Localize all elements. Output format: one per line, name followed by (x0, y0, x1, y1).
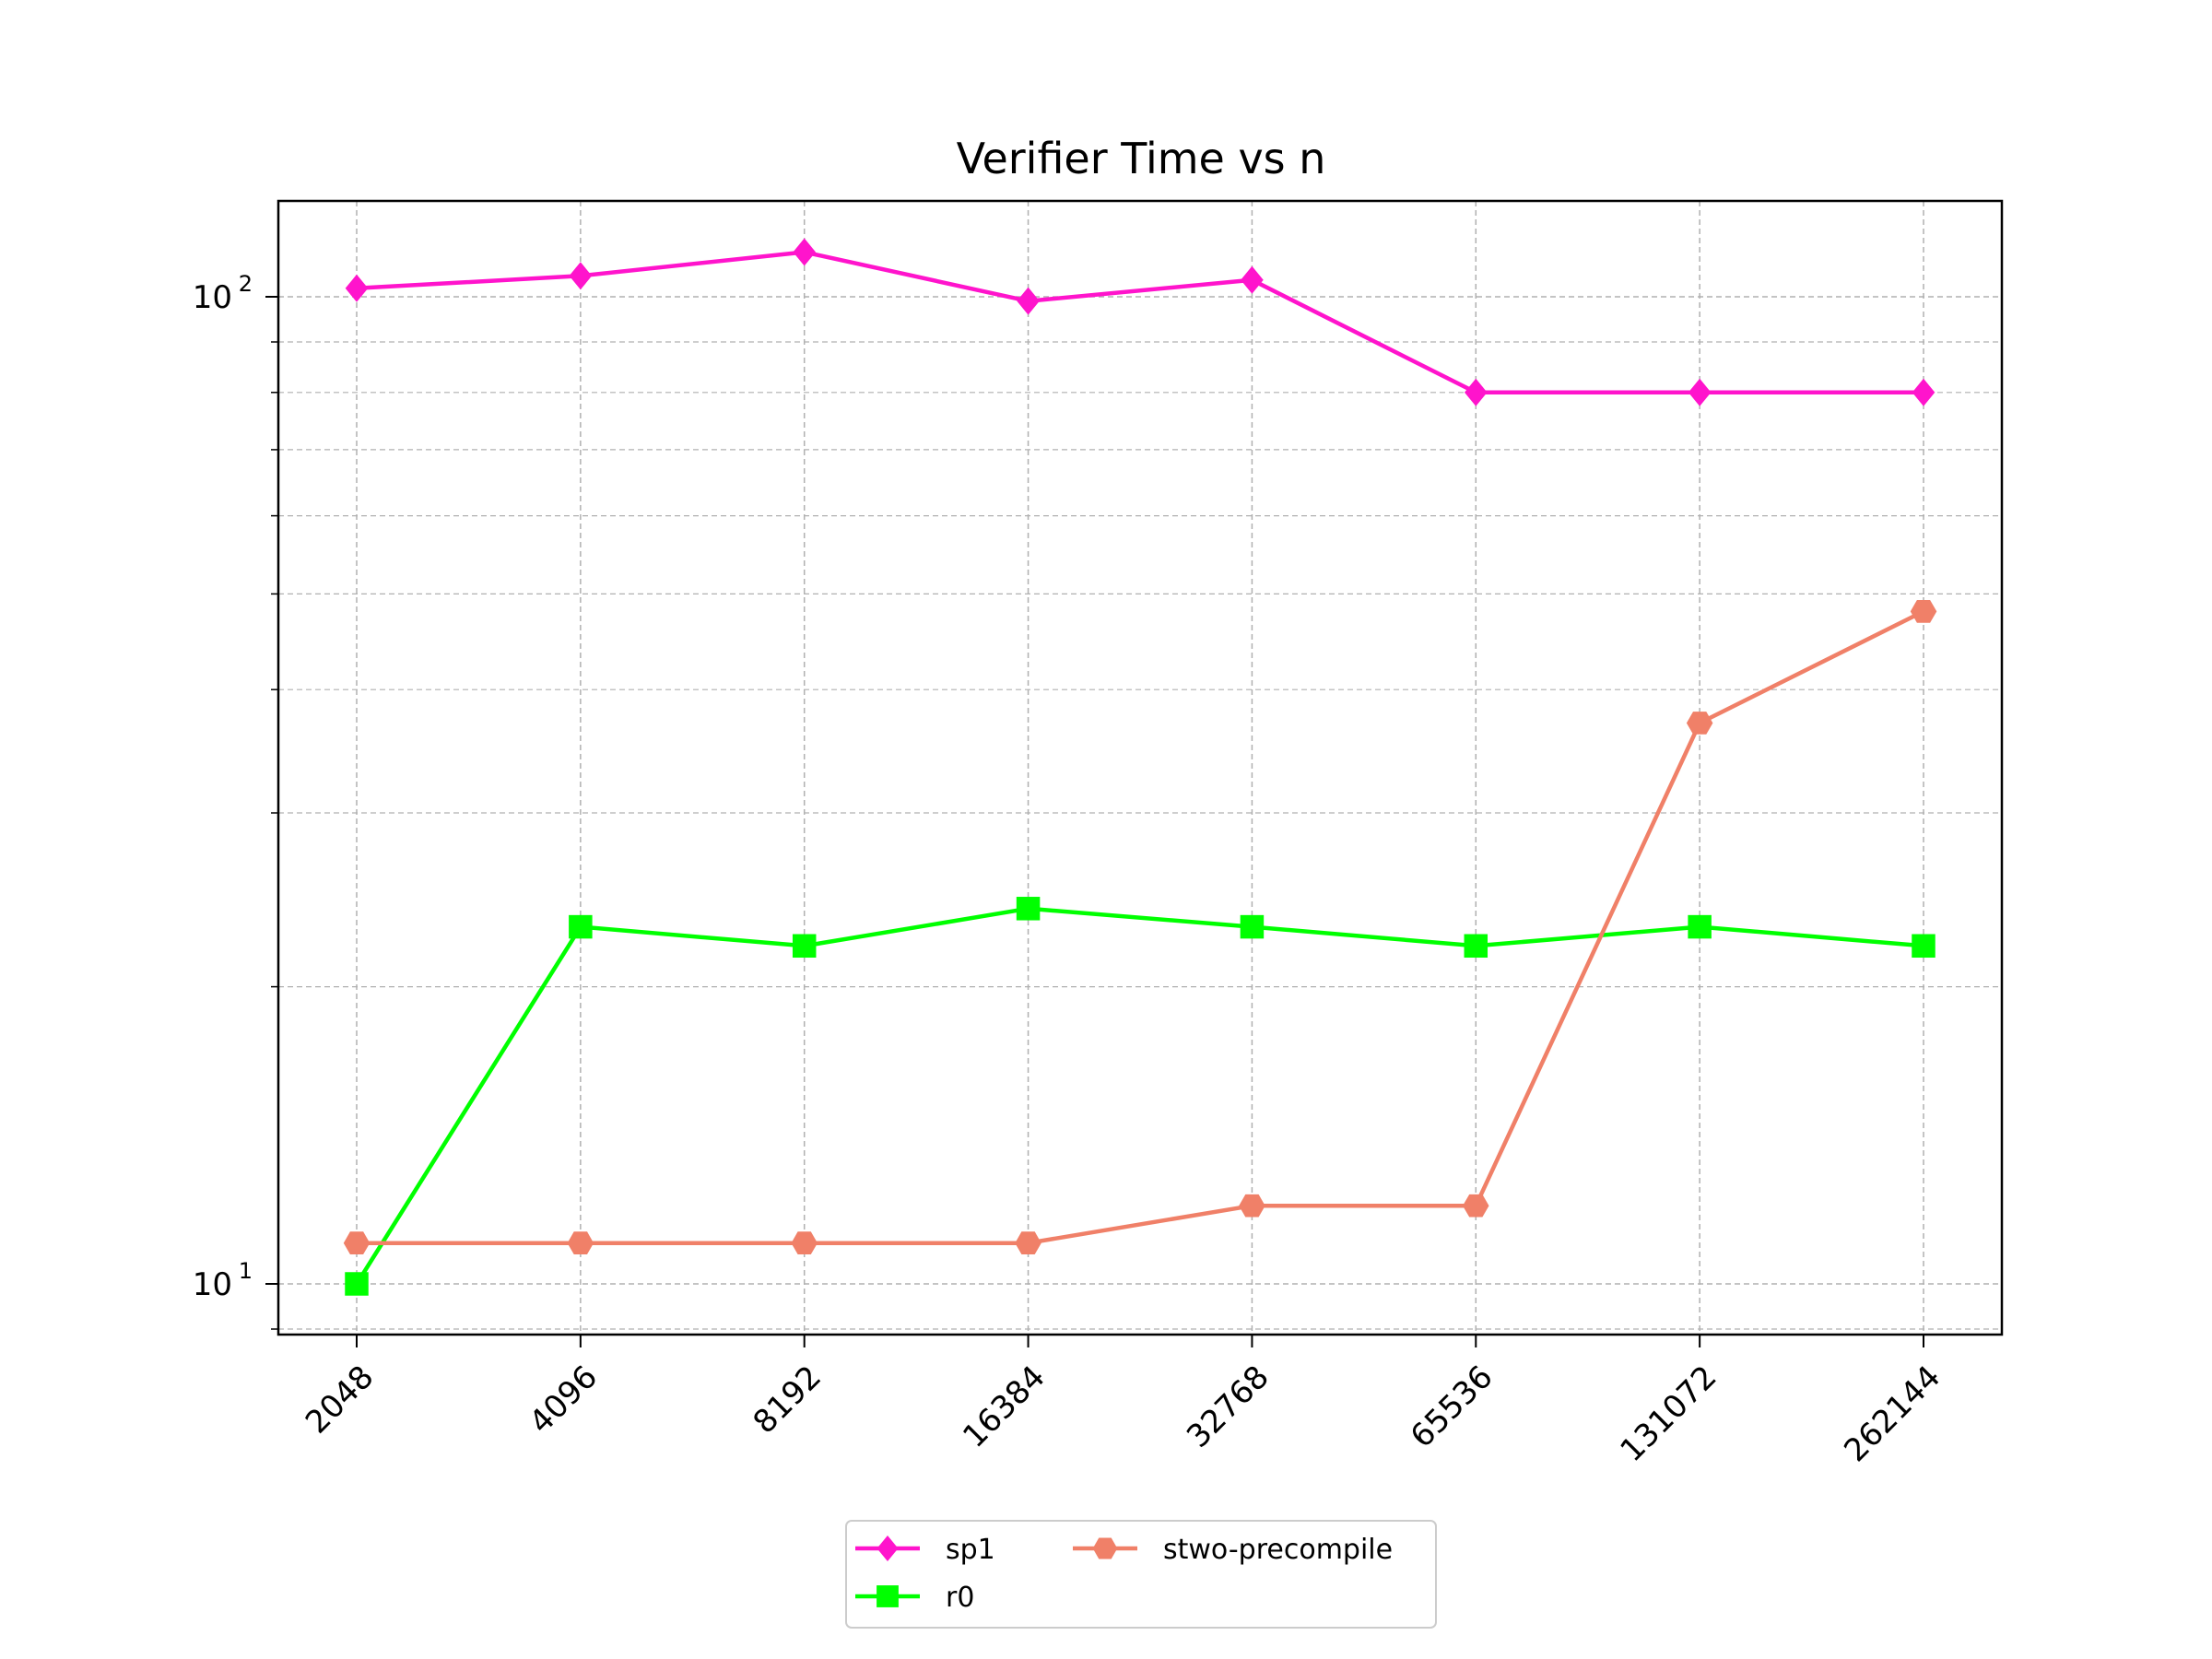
data-point-sp1 (1017, 287, 1040, 315)
x-tick-label: 262144 (1837, 1359, 1947, 1469)
y-tick-exponent: 1 (239, 1258, 253, 1284)
data-point-sp1 (793, 238, 817, 266)
data-point-sp1 (569, 262, 593, 290)
data-point-stwo-precompile (343, 1231, 371, 1254)
series-sp1 (345, 238, 1936, 406)
data-point-stwo-precompile (791, 1231, 818, 1254)
data-point-stwo-precompile (1686, 712, 1713, 735)
x-tick-label: 8192 (747, 1359, 829, 1441)
plot-frame (276, 199, 2004, 1336)
x-tick-label: 16384 (956, 1359, 1053, 1455)
x-tick-label: 4096 (523, 1359, 605, 1441)
data-point-r0 (1240, 914, 1265, 939)
data-point-r0 (1688, 914, 1712, 939)
x-tick-label: 2048 (299, 1359, 381, 1441)
legend-label: stwo-precompile (1163, 1534, 1393, 1566)
data-point-sp1 (1464, 378, 1488, 406)
data-point-stwo-precompile (1910, 600, 1937, 623)
series-stwo-precompile (343, 600, 1937, 1254)
series-line-sp1 (356, 250, 1924, 395)
legend-entry-sp1: sp1 (855, 1534, 995, 1566)
data-point-stwo-precompile (567, 1231, 594, 1254)
data-point-sp1 (1688, 378, 1712, 406)
grid (278, 201, 2002, 1335)
data-point-r0 (792, 934, 817, 959)
data-point-sp1 (345, 274, 369, 302)
data-point-sp1 (1241, 265, 1264, 294)
legend-entry-stwo-precompile: stwo-precompile (1073, 1534, 1393, 1566)
x-tick-label: 131072 (1613, 1359, 1724, 1469)
series-line-stwo-precompile (357, 609, 1925, 1245)
data-point-r0 (1016, 897, 1041, 921)
y-tick-exponent: 2 (239, 271, 253, 297)
y-tick-label: 10 (193, 279, 232, 316)
legend-label: r0 (946, 1582, 974, 1614)
y-tick-label: 10 (193, 1266, 232, 1303)
x-tick-label: 65536 (1404, 1359, 1500, 1455)
axes: 2048 4096 8192 16384 32768 65536 131072 262144 1… (193, 271, 1948, 1469)
legend-swatch-marker (1092, 1537, 1118, 1559)
legend-box (845, 1520, 1437, 1629)
x-tick-label: 32768 (1180, 1359, 1277, 1455)
data-point-sp1 (1912, 378, 1936, 406)
series-line-r0 (355, 906, 1924, 1286)
data-point-r0 (569, 914, 593, 939)
data-point-stwo-precompile (1239, 1194, 1265, 1218)
data-point-r0 (1464, 934, 1488, 959)
legend-swatch-marker (877, 1535, 899, 1561)
chart-title: Verifier Time vs n (957, 134, 1326, 183)
series-r0 (345, 897, 1936, 1296)
data-point-r0 (1912, 934, 1936, 959)
data-point-stwo-precompile (1015, 1231, 1041, 1254)
legend-label: sp1 (946, 1534, 995, 1566)
legend: sp1 r0 stwo-precompile (845, 1520, 1437, 1629)
legend-entry-r0: r0 (855, 1582, 974, 1614)
data-point-r0 (345, 1272, 369, 1296)
legend-swatch-marker (877, 1585, 899, 1607)
data-point-stwo-precompile (1463, 1194, 1489, 1218)
series-layer (343, 238, 1937, 1296)
